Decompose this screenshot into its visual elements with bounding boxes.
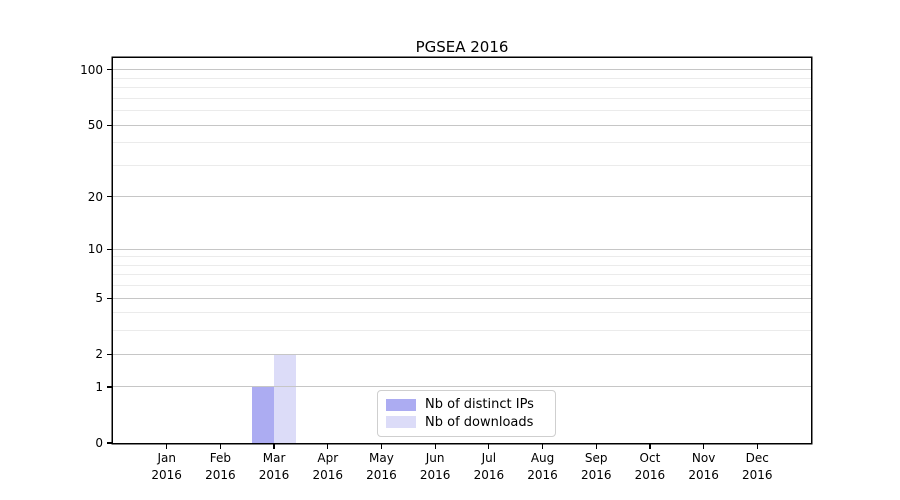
x-tick-label: Dec 2016 [730, 450, 784, 484]
x-tick-year: 2016 [634, 468, 666, 482]
minor-gridline [113, 164, 811, 166]
x-tick-mark [595, 444, 597, 449]
major-gridline [113, 124, 811, 126]
x-tick-mark [703, 444, 705, 449]
x-tick-mark [756, 444, 758, 449]
major-gridline [113, 248, 811, 250]
minor-gridline [113, 97, 811, 99]
minor-gridline [113, 312, 811, 314]
x-tick-month: Jul [481, 451, 497, 465]
y-tick-mark [107, 248, 112, 250]
minor-gridline [113, 285, 811, 287]
minor-gridline [113, 87, 811, 89]
major-gridline [113, 196, 811, 198]
y-tick-mark [107, 69, 112, 71]
x-tick-label: Feb 2016 [193, 450, 247, 484]
minor-gridline [113, 256, 811, 258]
major-gridline [113, 297, 811, 299]
major-gridline [113, 69, 811, 71]
x-tick-label: Apr 2016 [301, 450, 355, 484]
x-tick-year: 2016 [580, 468, 612, 482]
y-tick-mark [107, 386, 112, 388]
x-tick-year: 2016 [688, 468, 719, 482]
legend-item-distinct-ips: Nb of distinct IPs [386, 396, 546, 413]
major-gridline [113, 386, 811, 388]
y-tick-mark [107, 353, 112, 355]
x-tick-year: 2016 [205, 468, 236, 482]
x-tick-mark [219, 444, 221, 449]
y-tick-mark [107, 442, 112, 444]
x-tick-mark [380, 444, 383, 449]
plot-area: 0 1 2 5 10 20 50 100 Jan 2016 Feb 2016 Mar 2016 Apr 201… [80, 58, 811, 482]
minor-gridline [113, 274, 811, 276]
x-tick-month: Feb [209, 451, 231, 465]
x-tick-year: 2016 [742, 468, 773, 482]
y-tick-label: 20 [87, 189, 103, 204]
x-tick-year: 2016 [312, 468, 344, 482]
x-tick-year: 2016 [151, 468, 182, 482]
x-tick-month: Mar [262, 451, 286, 465]
x-tick-month: Jun [425, 451, 445, 465]
x-tick-mark [166, 444, 168, 449]
minor-gridline [113, 110, 811, 112]
x-tick-year: 2016 [419, 468, 451, 482]
x-tick-month: Jan [157, 451, 176, 465]
minor-gridline [113, 264, 811, 266]
x-tick-month: Sep [584, 451, 608, 465]
x-tick-mark [649, 444, 651, 449]
y-tick-label: 0 [95, 436, 103, 450]
y-tick-label: 1 [95, 379, 103, 394]
chart-title: PGSEA 2016 [415, 38, 509, 56]
x-tick-mark [488, 444, 490, 449]
x-tick-year: 2016 [366, 468, 397, 482]
x-tick-label: May 2016 [354, 450, 408, 484]
legend-swatch-downloads [386, 416, 416, 429]
y-tick-mark [107, 196, 112, 198]
x-tick-label: Aug 2016 [516, 450, 570, 484]
legend-label-distinct-ips: Nb of distinct IPs [425, 397, 534, 413]
bar-nb-of-distinct-ips-mar [252, 386, 275, 443]
y-tick-label: 2 [95, 347, 103, 362]
x-tick-month: Dec [745, 451, 769, 465]
x-tick-mark [541, 444, 544, 449]
minor-gridline [113, 330, 811, 332]
x-tick-month: Apr [317, 451, 339, 465]
y-tick-mark [107, 297, 112, 299]
x-tick-month: Aug [530, 451, 555, 465]
x-tick-year: 2016 [527, 468, 558, 482]
legend: Nb of distinct IPs Nb of downloads [377, 390, 556, 437]
y-tick-label: 50 [87, 118, 103, 133]
x-tick-label: Mar 2016 [247, 450, 301, 484]
legend-item-downloads: Nb of downloads [386, 414, 546, 431]
x-tick-year: 2016 [258, 468, 290, 482]
x-tick-month: Nov [691, 451, 716, 465]
y-tick-label: 5 [95, 291, 103, 306]
x-tick-label: Nov 2016 [677, 450, 731, 484]
x-tick-mark [434, 444, 436, 449]
x-tick-month: Oct [639, 451, 661, 465]
legend-label-downloads: Nb of downloads [425, 414, 534, 430]
y-tick-label: 100 [80, 62, 103, 77]
x-tick-mark [327, 444, 329, 449]
major-gridline [113, 353, 811, 355]
legend-swatch-distinct-ips [386, 398, 416, 411]
x-tick-year: 2016 [473, 468, 505, 482]
y-tick-label: 10 [87, 242, 103, 257]
bar-nb-of-downloads-mar [274, 354, 297, 443]
minor-gridline [113, 77, 811, 79]
x-tick-label: Oct 2016 [623, 450, 677, 484]
x-tick-label: Sep 2016 [569, 450, 623, 484]
x-tick-mark [273, 444, 275, 449]
x-tick-month: May [369, 451, 394, 465]
x-tick-label: Jun 2016 [408, 450, 462, 484]
y-tick-mark [107, 124, 112, 126]
x-tick-label: Jul 2016 [462, 450, 516, 484]
x-tick-label: Jan 2016 [140, 450, 194, 484]
minor-gridline [113, 142, 811, 144]
